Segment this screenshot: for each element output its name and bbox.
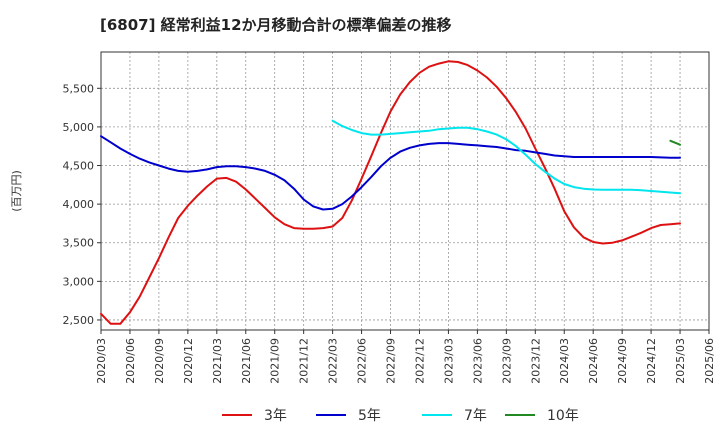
x-tick-label: 2022/12: [413, 338, 426, 384]
series-group: [100, 60, 681, 325]
x-tick-label: 2024/12: [645, 338, 658, 384]
y-axis: 2,500 3,000 3,500 4,000 4,500 5,000 5,500: [63, 82, 101, 327]
x-tick-label: 2021/03: [211, 338, 224, 384]
series-line-4: [669, 139, 681, 146]
y-tick-label: 5,000: [63, 121, 95, 134]
x-tick-label: 2020/09: [153, 338, 166, 384]
legend-label: 10年: [547, 408, 579, 424]
x-tick-label: 2021/09: [269, 338, 282, 384]
y-tick-label: 4,500: [63, 160, 95, 173]
x-tick-label: 2022/03: [327, 338, 340, 384]
grid-lines: [100, 52, 710, 330]
x-tick-label: 2022/06: [356, 338, 369, 384]
y-tick-label: 2,500: [63, 314, 95, 327]
x-tick-label: 2020/12: [182, 338, 195, 384]
series-line-1: [100, 60, 681, 325]
x-tick-label: 2024/03: [558, 338, 571, 384]
x-tick-label: 2024/06: [587, 338, 600, 384]
x-tick-label: 2020/03: [95, 338, 108, 384]
legend-label: 7年: [464, 408, 487, 424]
plot-frame: [100, 51, 710, 331]
series-line-2: [100, 135, 681, 211]
series-line-3: [331, 119, 681, 195]
x-tick-label: 2021/06: [240, 338, 253, 384]
legend-label: 3年: [264, 408, 287, 424]
y-tick-label: 3,500: [63, 237, 95, 250]
x-tick-label: 2020/06: [124, 338, 137, 384]
x-tick-label: 2025/06: [703, 338, 716, 384]
y-tick-label: 4,000: [63, 198, 95, 211]
legend-label: 5年: [358, 408, 381, 424]
x-tick-label: 2022/09: [385, 338, 398, 384]
y-tick-label: 3,000: [63, 275, 95, 288]
chart-title: [6807] 経常利益12か月移動合計の標準偏差の推移: [100, 16, 452, 34]
y-axis-label: (百万円): [10, 170, 23, 212]
x-axis: 2020/03 2020/06 2020/09 2020/12 2021/03 2021/…: [95, 330, 716, 384]
x-tick-label: 2023/03: [442, 338, 455, 384]
legend: 3年 5年 7年 10年: [222, 408, 579, 424]
x-tick-label: 2024/09: [616, 338, 629, 384]
y-tick-label: 5,500: [63, 82, 95, 95]
x-tick-label: 2023/12: [529, 338, 542, 384]
x-tick-label: 2023/09: [500, 338, 513, 384]
x-tick-label: 2023/06: [471, 338, 484, 384]
x-tick-label: 2025/03: [674, 338, 687, 384]
x-tick-label: 2021/12: [298, 338, 311, 384]
